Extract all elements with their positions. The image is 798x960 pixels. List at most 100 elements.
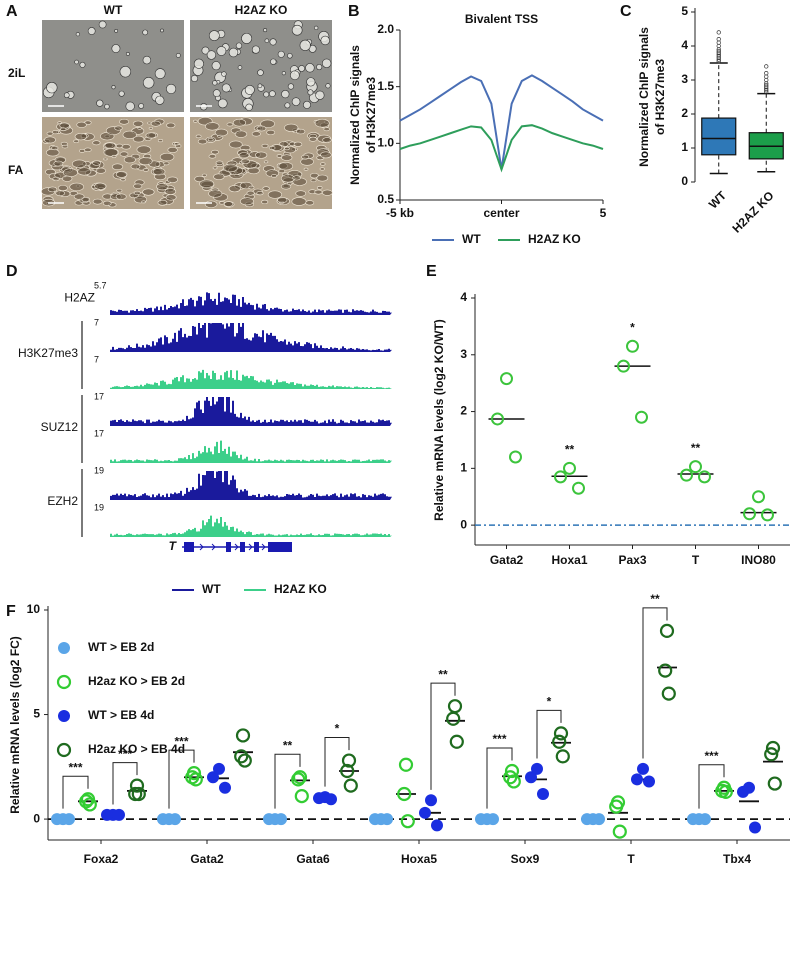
cell <box>77 167 92 176</box>
data-point <box>275 813 287 826</box>
micrograph <box>41 117 184 209</box>
cell <box>132 120 144 127</box>
significance-label: ** <box>650 592 660 606</box>
outlier <box>716 48 721 54</box>
cell <box>298 65 305 72</box>
cell <box>79 149 86 153</box>
cell <box>121 144 131 150</box>
cell <box>142 168 149 172</box>
cell <box>138 157 153 166</box>
cell <box>165 194 177 201</box>
cell <box>137 126 142 130</box>
y-axis-label: Relative mRNA levels (log2 FC) <box>8 636 22 814</box>
cell <box>261 143 269 148</box>
y-tick-label: 5 <box>33 707 40 721</box>
significance-label: *** <box>492 732 506 746</box>
gene-exon <box>240 542 245 552</box>
cell <box>314 189 323 195</box>
y-axis-label: Normalized ChIP signals <box>348 45 362 185</box>
cell <box>79 61 86 68</box>
x-tick-label: T <box>692 553 700 567</box>
cell <box>308 136 318 142</box>
data-point <box>131 786 146 802</box>
data-point <box>219 781 231 794</box>
data-point <box>609 799 624 814</box>
panel-letter: A <box>6 3 18 20</box>
cell <box>301 154 310 160</box>
cell <box>57 185 68 191</box>
legend-marker <box>58 710 70 722</box>
cell <box>53 160 64 167</box>
chart-title: Bivalent TSS <box>465 12 538 26</box>
cell <box>111 163 124 171</box>
data-point <box>263 813 275 826</box>
cell <box>255 151 268 159</box>
cell <box>269 38 277 46</box>
cell <box>290 70 300 81</box>
cell <box>310 178 317 183</box>
legend-marker <box>56 742 72 758</box>
cell <box>160 28 164 33</box>
cell <box>157 139 164 143</box>
cell <box>94 182 107 190</box>
cell <box>104 103 110 110</box>
data-point <box>626 339 639 353</box>
track-scale: 17 <box>94 391 104 401</box>
cell <box>320 35 330 46</box>
cell <box>281 154 293 161</box>
data-point <box>446 711 461 726</box>
cell <box>229 140 243 149</box>
cell <box>72 159 87 168</box>
cell <box>251 45 260 54</box>
cell <box>166 122 176 129</box>
cell <box>142 29 149 36</box>
data-point <box>397 786 412 802</box>
cell <box>256 125 267 132</box>
cell <box>87 27 96 35</box>
data-point <box>509 450 522 464</box>
y-tick-label: 4 <box>681 38 688 52</box>
micrograph <box>42 20 184 112</box>
cell <box>142 55 152 65</box>
cell <box>260 119 275 129</box>
data-point <box>506 774 521 789</box>
cell <box>211 149 219 155</box>
x-tick-label: Pax3 <box>618 553 646 567</box>
cell <box>46 148 60 157</box>
row-label: 2iL <box>8 66 25 80</box>
cell <box>240 158 250 164</box>
data-point <box>400 814 415 829</box>
cell <box>157 199 168 206</box>
significance-bracket <box>430 682 456 790</box>
cell <box>194 175 206 183</box>
track-scale: 19 <box>94 502 104 512</box>
cell <box>73 193 85 200</box>
legend-label: WT <box>202 582 221 596</box>
cell <box>148 126 154 130</box>
panel-letter: D <box>6 263 18 280</box>
data-point <box>235 728 251 743</box>
x-tick-label: Gata6 <box>296 852 330 866</box>
significance-label: * <box>335 722 340 736</box>
cell <box>98 20 107 29</box>
cell <box>284 102 291 109</box>
data-point <box>572 481 585 495</box>
cell <box>74 59 79 65</box>
data-point <box>63 813 75 826</box>
significance-label: *** <box>68 760 82 774</box>
gene-exon <box>226 542 231 552</box>
data-point <box>475 813 487 826</box>
data-point <box>425 794 437 807</box>
x-tick-label: INO80 <box>741 553 776 567</box>
outlier <box>764 64 769 69</box>
panel-letter: C <box>620 3 632 20</box>
data-point <box>553 726 569 741</box>
legend-label: H2AZ KO <box>528 232 581 246</box>
data-point <box>637 762 649 775</box>
cell <box>234 130 248 138</box>
significance-label: * <box>547 695 552 709</box>
cell <box>251 131 261 137</box>
data-point <box>294 788 309 804</box>
gene-strand <box>234 543 239 551</box>
cell <box>120 177 126 182</box>
